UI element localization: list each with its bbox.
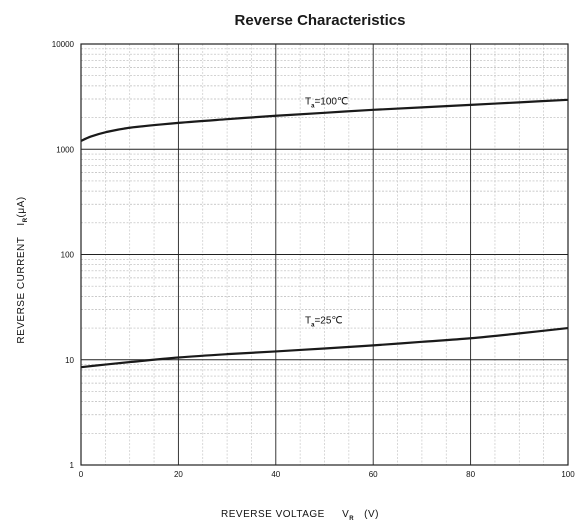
y-tick-label: 100 <box>61 251 75 260</box>
x-tick-label: 80 <box>466 470 475 479</box>
x-tick-label: 40 <box>271 470 280 479</box>
y-tick-label: 10 <box>65 356 74 365</box>
series-label-ta-100c: Ta=100℃ <box>305 97 348 110</box>
grid <box>81 44 568 465</box>
curves <box>80 98 569 369</box>
x-axis-label-symbol: V <box>342 509 349 520</box>
series-line-ta-25c <box>80 326 569 369</box>
y-axis-label-subscript: R <box>23 217 29 222</box>
series-labels: Ta=100℃ Ta=25℃ <box>305 97 348 329</box>
series-line-ta-100c <box>80 98 569 142</box>
y-axis-label-unit: (μA) <box>16 196 27 217</box>
series-label-ta-25c: Ta=25℃ <box>305 316 343 329</box>
x-tick-label: 20 <box>174 470 183 479</box>
chart-title: Reverse Characteristics <box>235 12 406 29</box>
x-axis-label-unit: (V) <box>364 509 379 520</box>
y-tick-label: 1000 <box>56 145 74 154</box>
x-axis-label: REVERSE VOLTAGE VR (V) <box>221 509 379 522</box>
x-tick-label: 0 <box>79 470 84 479</box>
x-axis-label-main: REVERSE VOLTAGE <box>221 509 325 520</box>
y-tick-label: 10000 <box>52 40 75 49</box>
y-tick-label: 1 <box>70 461 75 470</box>
y-ticks: 1 10 100 1000 10000 <box>52 40 75 470</box>
x-ticks: 0 20 40 60 80 100 <box>79 470 575 479</box>
x-tick-label: 60 <box>369 470 378 479</box>
plot-frame <box>80 43 569 466</box>
y-axis-label: REVERSE CURRENT IR(μA) <box>16 196 29 343</box>
y-axis-label-main: REVERSE CURRENT <box>16 237 27 344</box>
x-tick-label: 100 <box>561 470 575 479</box>
y-axis-label-symbol: I <box>16 222 27 225</box>
x-axis-label-subscript: R <box>349 516 354 522</box>
